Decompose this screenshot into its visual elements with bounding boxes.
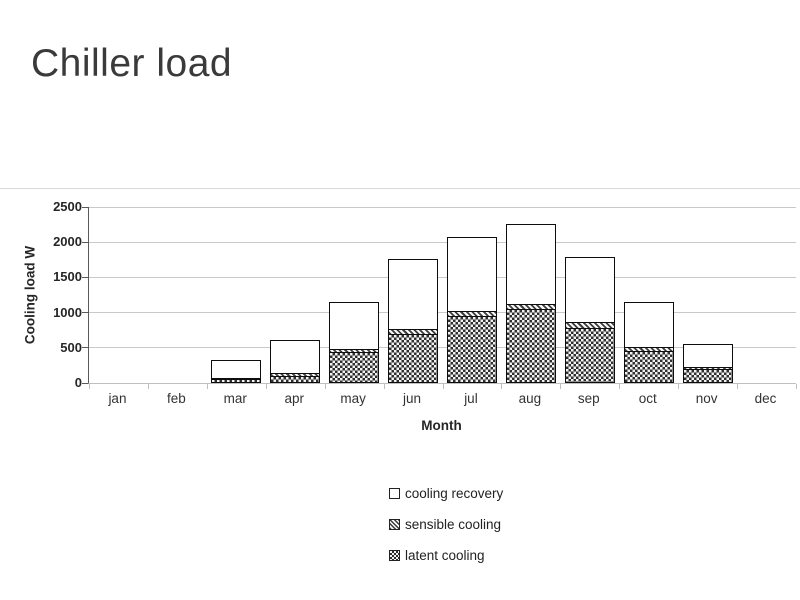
x-axis-tick <box>796 384 797 389</box>
x-axis-tick <box>324 384 326 389</box>
title-divider-line <box>0 188 800 189</box>
y-axis-tick-2000 <box>82 241 88 243</box>
y-axis-title: Cooling load W <box>22 245 38 345</box>
legend-item-sensible: sensible cooling <box>389 514 503 535</box>
bar-segment-latent-nov <box>682 368 733 383</box>
bar-jul <box>446 236 497 383</box>
slide-title: Chiller load <box>31 42 233 85</box>
x-axis-labels: jan feb mar apr may jun jul aug sep oct nov dec <box>88 391 795 407</box>
bar-segment-latent-jun <box>388 333 439 383</box>
x-tick-label-jun: jun <box>403 391 422 406</box>
bar-segment-recovery-nov <box>682 343 733 369</box>
x-tick-label-aug: aug <box>518 391 542 406</box>
legend-label: latent cooling <box>405 548 485 563</box>
bar-segment-recovery-jul <box>446 236 497 313</box>
x-axis-tick <box>619 384 621 389</box>
bar-segment-recovery-jun <box>388 259 439 331</box>
gridline-1000 <box>89 312 796 314</box>
x-tick-label-dec: dec <box>754 391 777 406</box>
bar-mar <box>211 359 262 383</box>
y-tick-label: 2500 <box>53 199 82 214</box>
x-tick-label-sep: sep <box>577 391 600 406</box>
bar-segment-recovery-apr <box>270 340 321 375</box>
y-tick-label: 1000 <box>53 304 82 320</box>
bar-segment-latent-aug <box>505 309 556 383</box>
bar-segment-recovery-oct <box>623 302 674 348</box>
bar-jun <box>388 259 439 383</box>
x-tick-label-jul: jul <box>464 391 478 406</box>
x-axis-tick <box>89 384 90 389</box>
x-tick-label-apr: apr <box>284 391 304 406</box>
x-axis-tick <box>560 384 562 389</box>
bar-segment-recovery-aug <box>505 224 556 306</box>
gridline-500 <box>89 347 796 349</box>
bar-apr <box>270 340 321 383</box>
y-axis-tick-500 <box>82 347 88 349</box>
x-axis-tick <box>265 384 267 389</box>
x-axis-tick <box>442 384 444 389</box>
bar-segment-recovery-may <box>329 302 380 351</box>
bar-segment-latent-sep <box>564 328 615 383</box>
y-tick-label: 1500 <box>53 269 82 285</box>
x-tick-label-may: may <box>340 391 366 406</box>
x-axis-tick <box>678 384 680 389</box>
legend-item-recovery: cooling recovery <box>389 483 503 504</box>
legend-label: sensible cooling <box>405 517 502 532</box>
bar-segment-latent-jul <box>446 316 497 383</box>
plot-area <box>82 206 797 389</box>
gridline-1500 <box>89 276 796 278</box>
sensible-legend-swatch-icon <box>389 519 400 530</box>
recovery-legend-swatch-icon <box>389 488 400 499</box>
x-axis-tick <box>501 384 503 389</box>
y-tick-label: 2000 <box>53 234 82 250</box>
x-tick-label-nov: nov <box>695 391 718 406</box>
x-tick-label-oct: oct <box>638 391 657 406</box>
bar-segment-latent-mar <box>211 379 262 383</box>
bar-segment-recovery-sep <box>564 257 615 324</box>
bar-oct <box>623 302 674 383</box>
y-axis-tick-1000 <box>82 312 88 314</box>
legend-label: cooling recovery <box>405 486 504 501</box>
x-axis-tick <box>147 384 149 389</box>
gridline-2000 <box>89 241 796 243</box>
y-tick-label: 500 <box>60 339 82 355</box>
chart-legend: cooling recovery sensible cooling latent c… <box>389 483 503 576</box>
y-axis-tick-2500 <box>82 206 88 208</box>
x-axis-title: Month <box>421 418 462 433</box>
bar-nov <box>682 343 733 383</box>
bar-sep <box>564 257 615 383</box>
x-axis-tick <box>206 384 208 389</box>
chiller-load-chart: Cooling load W 0 500 1000 1500 2000 2500 jan f… <box>0 188 800 488</box>
bar-segment-latent-apr <box>270 375 321 383</box>
y-axis-tick-0 <box>82 382 88 384</box>
x-tick-label-feb: feb <box>166 391 186 406</box>
y-axis-labels: 0 500 1000 1500 2000 2500 <box>40 199 82 390</box>
latent-legend-swatch-icon <box>389 550 400 561</box>
x-axis-tick <box>383 384 385 389</box>
bar-may <box>329 302 380 383</box>
x-tick-label-jan: jan <box>108 391 127 406</box>
bar-segment-latent-oct <box>623 350 674 383</box>
y-tick-label: 0 <box>74 375 82 390</box>
bar-segment-recovery-mar <box>211 359 262 380</box>
y-axis-tick-1500 <box>82 276 88 278</box>
bar-aug <box>505 224 556 383</box>
x-axis-tick <box>737 384 739 389</box>
legend-item-latent: latent cooling <box>389 545 503 566</box>
bar-segment-latent-may <box>329 352 380 383</box>
x-tick-label-mar: mar <box>223 391 247 406</box>
gridline-2500 <box>89 206 796 208</box>
